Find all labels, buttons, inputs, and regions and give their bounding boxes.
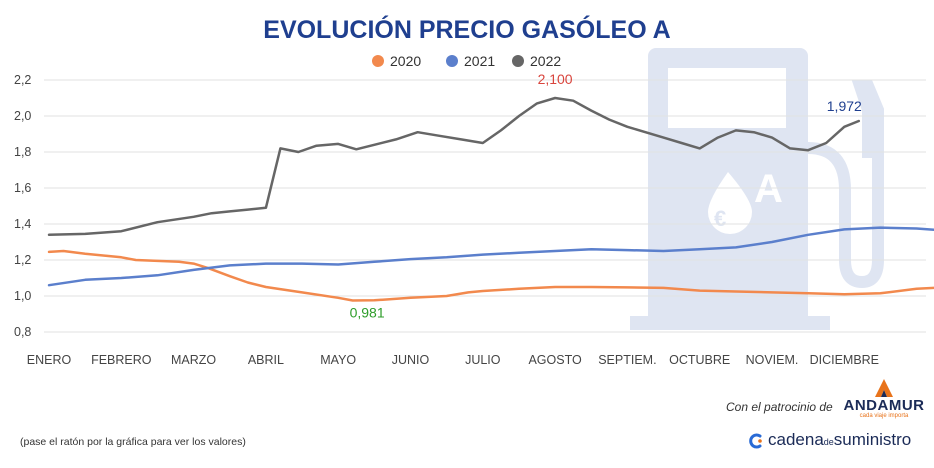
- y-tick-label: 1,2: [14, 253, 31, 267]
- legend-label-2020: 2020: [390, 53, 421, 69]
- x-tick-label: OCTUBRE: [669, 353, 730, 367]
- andamur-logo-icon: [875, 379, 893, 397]
- x-tick-label: NOVIEM.: [746, 353, 799, 367]
- cadena-logo[interactable]: cadenadesuministro: [748, 430, 911, 452]
- x-axis: ENERO FEBRERO MARZO ABRIL MAYO JUNIO JULIO AGOS…: [27, 353, 879, 367]
- hover-hint: (pase el ratón por la gráfica para ver l…: [20, 436, 246, 448]
- x-tick-label: ABRIL: [248, 353, 284, 367]
- series-line-2022[interactable]: [47, 96, 861, 237]
- y-tick-label: 0,8: [14, 325, 31, 339]
- x-tick-label: AGOSTO: [528, 353, 582, 367]
- y-tick-label: 1,6: [14, 181, 31, 195]
- x-tick-label: MAYO: [320, 353, 356, 367]
- x-tick-label: JULIO: [465, 353, 501, 367]
- legend-marker-2020: [372, 55, 384, 67]
- svg-text:A: A: [754, 167, 783, 211]
- legend: 2020 2021 2022: [372, 53, 561, 69]
- y-tick-label: 2,2: [14, 73, 31, 87]
- y-axis: 0,8 1,0 1,2 1,4 1,6 1,8 2,0 2,2: [14, 73, 31, 339]
- x-tick-label: MARZO: [171, 353, 216, 367]
- series: [47, 96, 934, 302]
- data-label: 2,100: [538, 71, 573, 87]
- x-tick-label: SEPTIEM.: [598, 353, 656, 367]
- legend-label-2021: 2021: [464, 53, 495, 69]
- andamur-logo[interactable]: ANDAMUR cada viaje importa: [842, 378, 926, 424]
- data-label: 1,972: [827, 98, 862, 114]
- cadena-suministro: suministro: [833, 430, 912, 449]
- x-tick-label: JUNIO: [392, 353, 430, 367]
- legend-item-2020[interactable]: 2020: [372, 53, 421, 69]
- x-tick-label: FEBRERO: [91, 353, 152, 367]
- annotations: 2,100 1,972 0,981: [350, 71, 862, 320]
- andamur-tagline: cada viaje importa: [859, 413, 909, 419]
- legend-marker-2022: [512, 55, 524, 67]
- legend-item-2021[interactable]: 2021: [446, 53, 495, 69]
- series-line-2021[interactable]: [47, 226, 934, 287]
- andamur-name: ANDAMUR: [843, 397, 925, 414]
- y-tick-label: 1,8: [14, 145, 31, 159]
- sponsor-text: Con el patrocinio de: [726, 400, 833, 414]
- series-line-2020[interactable]: [47, 249, 934, 302]
- cadena-word: cadena: [768, 430, 824, 449]
- y-tick-label: 2,0: [14, 109, 31, 123]
- x-tick-label: ENERO: [27, 353, 72, 367]
- svg-text:€: €: [714, 206, 726, 231]
- x-tick-label: DICIEMBRE: [810, 353, 879, 367]
- chart-title: EVOLUCIÓN PRECIO GASÓLEO A: [263, 14, 670, 44]
- cadena-de: de: [823, 437, 834, 447]
- data-label: 0,981: [350, 304, 385, 320]
- cadena-logo-icon: [749, 433, 762, 449]
- legend-item-2022[interactable]: 2022: [512, 53, 561, 69]
- grid: [44, 79, 926, 333]
- legend-marker-2021: [446, 55, 458, 67]
- legend-label-2022: 2022: [530, 53, 561, 69]
- y-tick-label: 1,4: [14, 217, 31, 231]
- y-tick-label: 1,0: [14, 289, 31, 303]
